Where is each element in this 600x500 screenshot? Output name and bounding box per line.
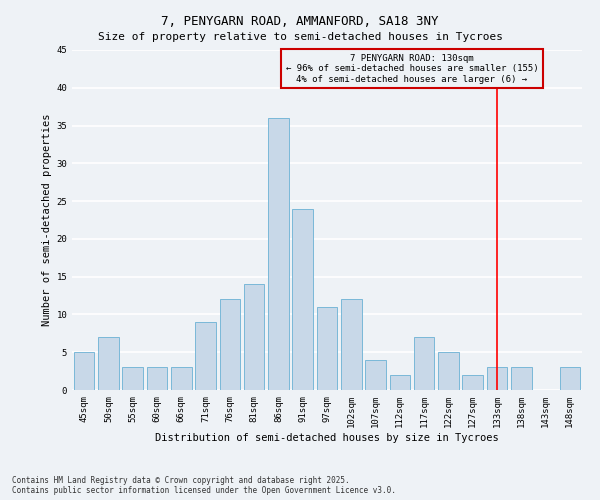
Bar bbox=[414, 337, 434, 390]
Y-axis label: Number of semi-detached properties: Number of semi-detached properties bbox=[42, 114, 52, 326]
Bar bbox=[292, 208, 313, 390]
Text: 7 PENYGARN ROAD: 130sqm
← 96% of semi-detached houses are smaller (155)
4% of se: 7 PENYGARN ROAD: 130sqm ← 96% of semi-de… bbox=[286, 54, 538, 84]
Text: 7, PENYGARN ROAD, AMMANFORD, SA18 3NY: 7, PENYGARN ROAD, AMMANFORD, SA18 3NY bbox=[161, 15, 439, 28]
Bar bbox=[220, 300, 240, 390]
Bar bbox=[171, 368, 191, 390]
Bar bbox=[487, 368, 508, 390]
Bar bbox=[244, 284, 265, 390]
Text: Contains HM Land Registry data © Crown copyright and database right 2025.
Contai: Contains HM Land Registry data © Crown c… bbox=[12, 476, 396, 495]
Bar bbox=[341, 300, 362, 390]
Bar bbox=[268, 118, 289, 390]
Bar bbox=[317, 307, 337, 390]
Bar bbox=[146, 368, 167, 390]
Bar bbox=[122, 368, 143, 390]
Bar bbox=[365, 360, 386, 390]
Bar bbox=[195, 322, 216, 390]
Bar bbox=[438, 352, 459, 390]
Bar bbox=[74, 352, 94, 390]
Bar bbox=[389, 375, 410, 390]
Bar bbox=[560, 368, 580, 390]
X-axis label: Distribution of semi-detached houses by size in Tycroes: Distribution of semi-detached houses by … bbox=[155, 432, 499, 442]
Text: Size of property relative to semi-detached houses in Tycroes: Size of property relative to semi-detach… bbox=[97, 32, 503, 42]
Bar bbox=[511, 368, 532, 390]
Bar bbox=[98, 337, 119, 390]
Bar bbox=[463, 375, 483, 390]
